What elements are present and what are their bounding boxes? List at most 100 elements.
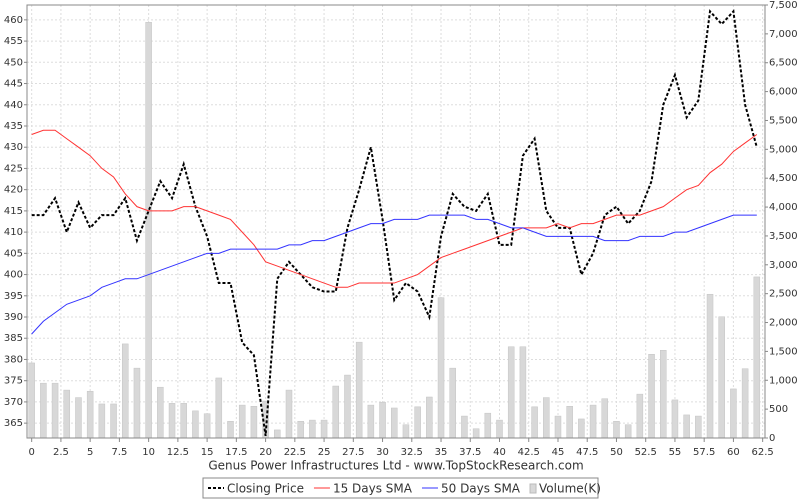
x-tick-label: 0 xyxy=(28,447,34,458)
x-tick-label: 42.5 xyxy=(518,447,540,458)
volume-bar xyxy=(121,343,129,439)
volume-bar xyxy=(320,419,328,439)
volume-bar xyxy=(402,424,410,439)
bar-layer xyxy=(28,22,761,439)
y2-tick-label: 1,500 xyxy=(769,346,798,357)
volume-bar xyxy=(285,389,293,439)
legend-label: Closing Price xyxy=(227,482,304,496)
legend-box xyxy=(202,477,599,499)
volume-bar xyxy=(648,354,655,439)
x-tick-label: 10 xyxy=(142,447,155,458)
volume-bar xyxy=(437,297,445,439)
volume-bar xyxy=(168,403,176,439)
volume-bar xyxy=(379,401,386,439)
x-tick-label: 27.5 xyxy=(342,447,364,458)
volume-bar xyxy=(718,316,725,439)
volume-bar xyxy=(753,276,761,439)
x-tick-label: 7.5 xyxy=(111,447,127,458)
volume-bar xyxy=(344,374,351,439)
volume-bar xyxy=(472,428,480,439)
volume-bar xyxy=(706,293,714,439)
volume-bar xyxy=(554,415,562,439)
volume-bar xyxy=(624,424,632,439)
volume-bar xyxy=(589,404,597,439)
volume-bar xyxy=(601,398,609,439)
y-tick-label: 425 xyxy=(4,163,23,174)
volume-bar xyxy=(75,397,82,439)
y-tick-label: 405 xyxy=(4,248,23,259)
legend-label: 50 Days SMA xyxy=(441,482,521,496)
price-line xyxy=(31,129,758,288)
volume-bar xyxy=(659,349,667,439)
y-tick-label: 375 xyxy=(4,376,23,387)
volume-bar xyxy=(414,406,421,439)
volume-bar xyxy=(157,386,164,439)
volume-bar xyxy=(566,405,573,439)
volume-bar xyxy=(519,346,527,439)
x-tick-label: 17.5 xyxy=(225,447,247,458)
y2-tick-label: 5,500 xyxy=(769,115,798,126)
x-tick-label: 45 xyxy=(552,447,565,458)
x-tick-label: 40 xyxy=(493,447,506,458)
volume-bar xyxy=(274,429,281,439)
x-tick-label: 25 xyxy=(318,447,331,458)
x-tick-label: 32.5 xyxy=(401,447,423,458)
volume-bar xyxy=(449,367,456,439)
y2-tick-label: 3,500 xyxy=(769,231,798,242)
volume-bar xyxy=(250,405,258,439)
y-tick-label: 415 xyxy=(4,206,23,217)
volume-bar xyxy=(203,413,211,439)
volume-bar xyxy=(695,415,702,439)
volume-bar xyxy=(578,418,585,439)
volume-bar xyxy=(332,385,340,439)
volume-bar xyxy=(215,377,223,439)
volume-bar xyxy=(40,382,47,439)
x-tick-label: 5 xyxy=(87,447,93,458)
y2-tick-label: 4,500 xyxy=(769,173,798,184)
legend: Closing Price 15 Days SMA 50 Days SMA Volum… xyxy=(208,482,601,496)
volume-bar xyxy=(671,399,679,439)
volume-bar xyxy=(133,367,141,439)
volume-bar xyxy=(98,403,106,439)
x-tick-label: 37.5 xyxy=(459,447,481,458)
y-tick-label: 435 xyxy=(4,121,23,132)
plot-frame xyxy=(26,4,766,439)
y2-tick-label: 500 xyxy=(769,404,788,415)
volume-bar xyxy=(683,414,690,439)
volume-bar xyxy=(63,389,71,439)
x-axis-label: Genus Power Infrastructures Ltd - www.To… xyxy=(208,459,583,473)
y-tick-label: 390 xyxy=(4,312,23,323)
legend-swatch xyxy=(529,483,537,494)
y-tick-label: 380 xyxy=(4,354,23,365)
volume-bar xyxy=(426,396,433,439)
volume-bar xyxy=(531,406,538,439)
y-tick-label: 410 xyxy=(4,227,23,238)
y-tick-label: 365 xyxy=(4,418,23,429)
volume-bar xyxy=(741,368,749,439)
x-tick-label: 12.5 xyxy=(167,447,189,458)
y-tick-label: 430 xyxy=(4,142,23,153)
y-tick-label: 400 xyxy=(4,270,23,281)
volume-bar xyxy=(309,419,316,439)
volume-bar xyxy=(613,421,620,439)
y-tick-label: 455 xyxy=(4,36,23,47)
volume-bar xyxy=(543,397,550,439)
volume-bar xyxy=(145,22,152,439)
y-tick-label: 445 xyxy=(4,79,23,90)
volume-bar xyxy=(86,390,94,439)
y-tick-label: 395 xyxy=(4,291,23,302)
y2-tick-label: 3,000 xyxy=(769,260,798,271)
x-tick-label: 55 xyxy=(669,447,682,458)
x-tick-label: 47.5 xyxy=(576,447,598,458)
volume-bar xyxy=(297,421,304,439)
volume-bar xyxy=(461,415,468,439)
volume-bar xyxy=(367,404,375,439)
x-tick-label: 20 xyxy=(259,447,272,458)
y2-tick-label: 0 xyxy=(769,433,775,444)
grid-layer: 0 2.5 5 7.5 10 12.5 15 17.5 20 22.5 25 27.5 30 32.5 35… xyxy=(4,0,798,458)
volume-bar xyxy=(227,421,234,439)
volume-bar xyxy=(496,419,503,439)
y2-tick-label: 4,000 xyxy=(769,202,798,213)
line-layer xyxy=(31,9,758,437)
